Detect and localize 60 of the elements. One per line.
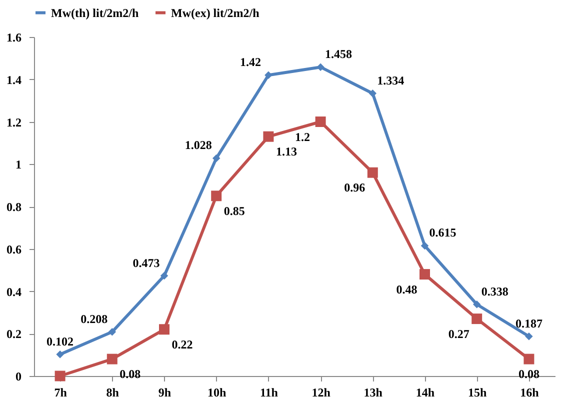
x-tick-label: 14h: [416, 386, 435, 400]
y-tick-label: 0.4: [6, 284, 22, 299]
point: [472, 314, 482, 324]
point: [525, 332, 533, 340]
y-tick-label: 1: [16, 158, 22, 172]
y-tick-label: 1.4: [6, 72, 22, 87]
data-label: 1.13: [276, 144, 297, 159]
point: [315, 116, 326, 127]
point: [160, 272, 168, 280]
data-label: 1.334: [377, 73, 404, 88]
x-tick-label: 10h: [208, 386, 227, 400]
x-tick-label: 9h: [158, 386, 172, 400]
point: [524, 354, 534, 364]
y-tick-label: 0.8: [6, 200, 22, 214]
x-tick-label: 13h: [364, 386, 383, 400]
point: [211, 190, 222, 202]
data-label: 0.473: [132, 256, 160, 270]
data-label: 0.85: [224, 204, 245, 218]
data-label: 0.615: [429, 226, 456, 240]
data-label: 0.08: [518, 367, 540, 382]
data-label: 0.338: [481, 284, 508, 298]
legend-label: Mw(th) lit/2m2/h: [51, 6, 139, 20]
point: [56, 350, 64, 358]
x-tick-label: 12h: [312, 386, 331, 400]
data-label: 1.2: [295, 130, 310, 144]
point: [159, 324, 170, 335]
point: [420, 242, 429, 250]
data-label: 0.187: [515, 316, 542, 330]
point: [264, 71, 272, 80]
data-label: 1.42: [240, 55, 261, 70]
point: [54, 370, 66, 382]
point: [472, 300, 481, 308]
point: [367, 167, 378, 178]
x-tick-label: 15h: [468, 386, 488, 400]
point: [106, 354, 118, 364]
data-label: 1.028: [184, 138, 212, 152]
point: [368, 89, 377, 98]
data-label: 0.208: [80, 312, 108, 326]
y-tick-label: 0.6: [6, 242, 22, 256]
data-label: 0.102: [46, 334, 74, 348]
data-label: 0.96: [344, 180, 366, 195]
x-tick-label: 7h: [54, 386, 68, 400]
x-tick-label: 16h: [520, 386, 540, 400]
x-tick-label: 11h: [260, 386, 278, 400]
point: [263, 131, 274, 142]
point: [420, 269, 430, 280]
point: [316, 63, 324, 71]
legend-label: Mw(ex) lit/2m2/h: [171, 6, 260, 20]
y-tick-label: 0.2: [6, 327, 22, 342]
x-tick-label: 8h: [106, 386, 120, 400]
y-tick-label: 0: [16, 370, 22, 384]
data-label: 0.08: [120, 367, 141, 382]
data-label: 0.48: [396, 282, 418, 296]
data-label: 1.458: [325, 47, 352, 62]
y-tick-label: 1.6: [6, 30, 22, 44]
point: [108, 328, 116, 336]
point: [212, 154, 220, 162]
data-label: 0.22: [172, 337, 193, 352]
data-label: 0.27: [448, 326, 470, 341]
y-tick-label: 1.2: [6, 115, 22, 130]
